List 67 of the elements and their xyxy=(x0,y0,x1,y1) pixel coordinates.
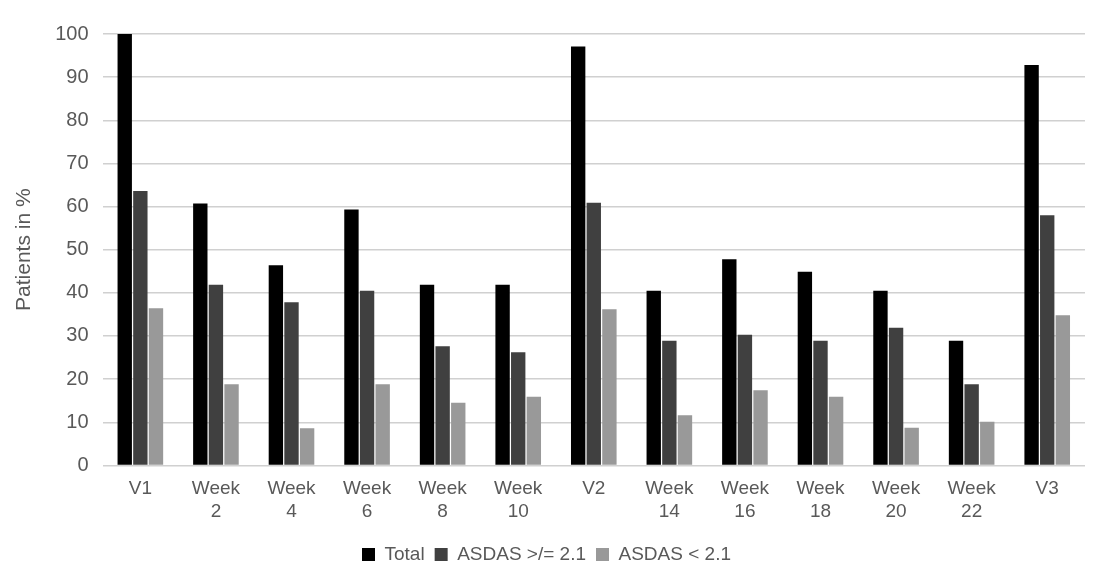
bar xyxy=(208,284,224,465)
y-axis-title: Patients in % xyxy=(11,188,35,311)
y-tick-label: 70 xyxy=(66,150,89,173)
bar xyxy=(570,46,586,465)
bar xyxy=(904,427,919,465)
x-tick-label: Week 18 xyxy=(796,477,846,521)
legend-label: ASDAS >/= 2.1 xyxy=(457,542,587,564)
x-tick-label: Week 10 xyxy=(494,477,543,521)
y-tick-label: 100 xyxy=(55,21,89,44)
bar xyxy=(602,309,617,465)
bar xyxy=(964,384,979,465)
bar xyxy=(980,421,995,465)
bar xyxy=(148,308,164,465)
bar xyxy=(828,396,844,465)
x-tick-label: Week 8 xyxy=(418,477,468,521)
bar xyxy=(737,334,753,465)
bar xyxy=(1040,215,1055,465)
y-tick-label: 30 xyxy=(66,323,89,346)
bar xyxy=(586,202,601,465)
bar xyxy=(268,265,284,465)
bar xyxy=(451,402,466,465)
x-tick-label: Week 22 xyxy=(947,477,997,521)
bar xyxy=(813,340,828,465)
x-tick-label: Week 6 xyxy=(342,477,392,521)
x-tick-label: Week 14 xyxy=(645,477,694,521)
y-tick-label: 90 xyxy=(66,64,89,87)
bar xyxy=(284,302,299,465)
bar xyxy=(677,415,693,465)
bar xyxy=(662,340,677,465)
x-tick-label: Week 20 xyxy=(871,477,921,521)
bar xyxy=(419,284,435,465)
legend-label: ASDAS < 2.1 xyxy=(618,542,731,564)
bar xyxy=(435,346,450,465)
bar xyxy=(224,384,239,465)
x-tick-label: V1 xyxy=(128,477,152,499)
y-tick-label: 0 xyxy=(77,452,89,475)
x-tick-label: V2 xyxy=(582,477,606,499)
bar xyxy=(299,428,315,465)
x-tick-label: Week 16 xyxy=(720,477,770,521)
bar xyxy=(344,209,359,465)
bar xyxy=(375,384,390,465)
x-tick-label: Week 2 xyxy=(191,477,241,521)
bar xyxy=(511,352,526,465)
bar xyxy=(722,259,737,465)
y-tick-label: 40 xyxy=(66,280,89,303)
bar xyxy=(873,290,888,465)
bar xyxy=(646,290,661,465)
bar xyxy=(133,191,148,465)
bar xyxy=(797,271,813,465)
x-tick-label: V3 xyxy=(1035,477,1059,499)
y-tick-label: 80 xyxy=(66,107,89,130)
y-tick-label: 50 xyxy=(66,237,89,260)
x-tick-label: Week 4 xyxy=(267,477,317,521)
bar xyxy=(495,284,510,465)
legend-label: Total xyxy=(384,542,425,564)
bar xyxy=(359,290,375,465)
bar xyxy=(1055,315,1071,465)
y-tick-label: 10 xyxy=(66,409,89,432)
bar xyxy=(117,34,132,465)
bar xyxy=(948,340,964,465)
bar xyxy=(526,396,542,465)
bar xyxy=(193,203,208,465)
y-tick-label: 20 xyxy=(66,366,89,389)
y-tick-label: 60 xyxy=(66,194,89,217)
bar xyxy=(753,390,768,465)
bar xyxy=(1024,65,1039,465)
bar xyxy=(888,327,904,465)
